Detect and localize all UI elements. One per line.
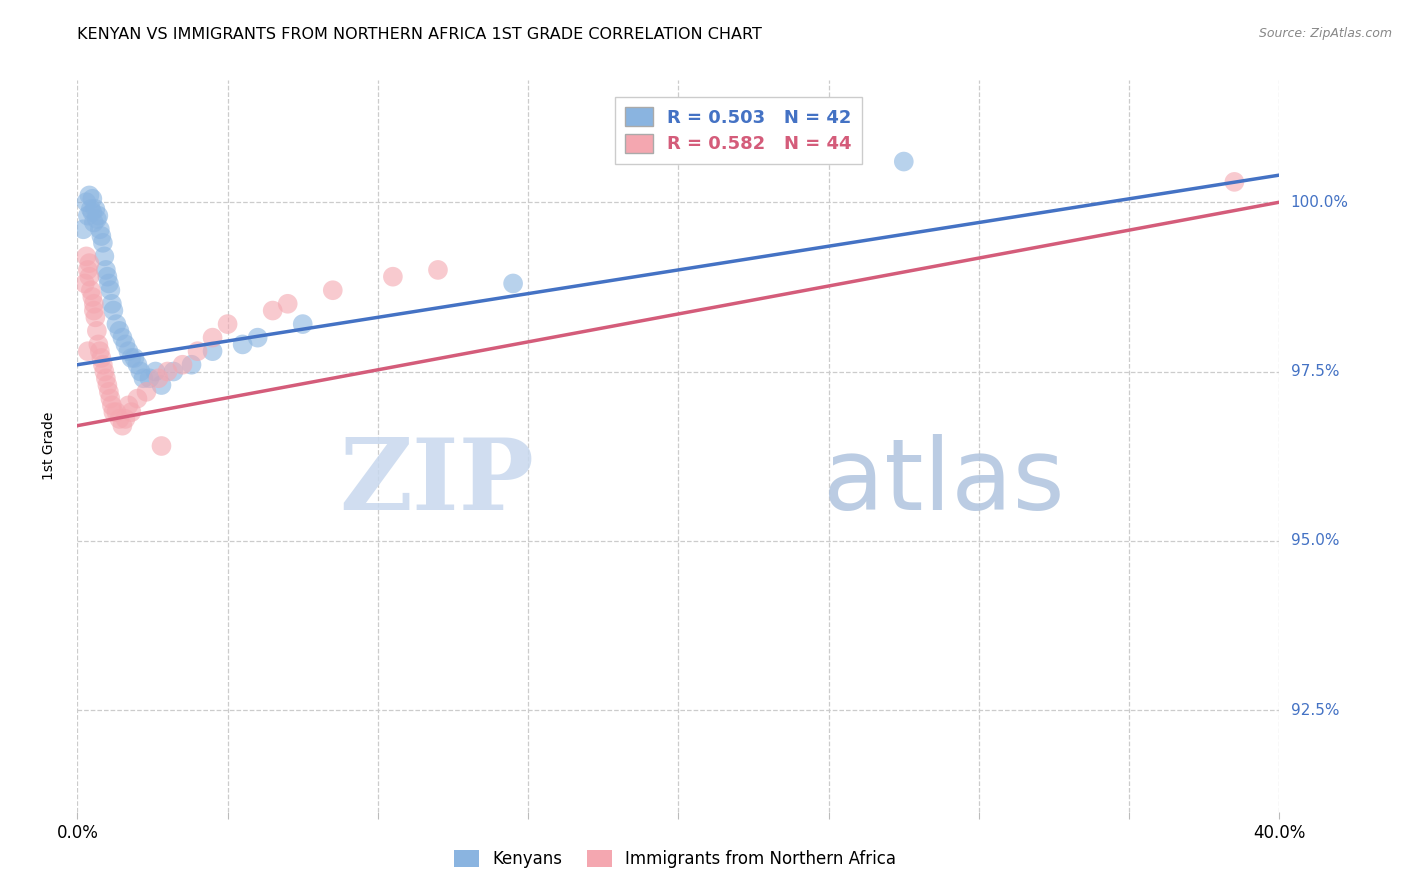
Point xyxy=(127,392,149,406)
Point xyxy=(1223,175,1246,189)
Point xyxy=(132,371,155,385)
Point xyxy=(76,263,98,277)
Text: 92.5%: 92.5% xyxy=(1291,703,1339,718)
Point xyxy=(186,344,209,359)
Text: KENYAN VS IMMIGRANTS FROM NORTHERN AFRICA 1ST GRADE CORRELATION CHART: KENYAN VS IMMIGRANTS FROM NORTHERN AFRIC… xyxy=(77,27,762,42)
Point xyxy=(84,202,107,216)
Point xyxy=(96,378,118,392)
Text: 100.0%: 100.0% xyxy=(1291,194,1348,210)
Point xyxy=(82,205,104,219)
Point xyxy=(97,277,120,291)
Point xyxy=(127,358,149,372)
Point xyxy=(75,195,97,210)
Point xyxy=(79,188,101,202)
Point xyxy=(156,364,179,378)
Point xyxy=(89,222,111,236)
Point xyxy=(291,317,314,331)
Y-axis label: 1st Grade: 1st Grade xyxy=(42,412,56,480)
Point xyxy=(124,351,146,365)
Point xyxy=(82,192,104,206)
Point xyxy=(72,222,94,236)
Point xyxy=(262,303,284,318)
Legend: R = 0.503   N = 42, R = 0.582   N = 44: R = 0.503 N = 42, R = 0.582 N = 44 xyxy=(614,96,862,164)
Point xyxy=(100,283,122,297)
Text: ZIP: ZIP xyxy=(339,434,534,531)
Point xyxy=(83,215,105,229)
Point xyxy=(86,324,108,338)
Point xyxy=(76,209,98,223)
Point xyxy=(893,154,915,169)
Point xyxy=(86,212,108,227)
Point xyxy=(87,209,110,223)
Point xyxy=(381,269,404,284)
Text: atlas: atlas xyxy=(823,434,1064,531)
Point xyxy=(180,358,202,372)
Point xyxy=(108,324,131,338)
Point xyxy=(76,344,98,359)
Point xyxy=(93,364,115,378)
Point xyxy=(94,371,117,385)
Point xyxy=(322,283,344,297)
Point xyxy=(80,283,103,297)
Point xyxy=(80,202,103,216)
Point xyxy=(232,337,254,351)
Point xyxy=(97,384,120,399)
Point xyxy=(93,249,115,263)
Point xyxy=(201,344,224,359)
Point xyxy=(150,439,173,453)
Point xyxy=(117,344,139,359)
Point xyxy=(120,351,142,365)
Point xyxy=(427,263,450,277)
Point xyxy=(90,351,112,365)
Point xyxy=(117,398,139,412)
Point xyxy=(138,371,160,385)
Point xyxy=(277,297,299,311)
Point xyxy=(75,249,97,263)
Point xyxy=(101,398,124,412)
Point xyxy=(73,277,96,291)
Point xyxy=(100,392,122,406)
Point xyxy=(79,269,101,284)
Point xyxy=(201,331,224,345)
Point xyxy=(114,412,136,426)
Text: 95.0%: 95.0% xyxy=(1291,533,1339,549)
Point xyxy=(94,263,117,277)
Point xyxy=(246,331,269,345)
Point xyxy=(105,405,128,419)
Point xyxy=(145,364,167,378)
Point xyxy=(162,364,184,378)
Point xyxy=(217,317,239,331)
Point xyxy=(114,337,136,351)
Legend: Kenyans, Immigrants from Northern Africa: Kenyans, Immigrants from Northern Africa xyxy=(447,843,903,875)
Point xyxy=(150,378,173,392)
Point xyxy=(83,303,105,318)
Point xyxy=(111,418,134,433)
Point xyxy=(89,344,111,359)
Text: 97.5%: 97.5% xyxy=(1291,364,1339,379)
Point xyxy=(82,290,104,304)
Point xyxy=(83,297,105,311)
Point xyxy=(108,412,131,426)
Point xyxy=(172,358,194,372)
Point xyxy=(90,229,112,244)
Point xyxy=(91,358,114,372)
Point xyxy=(502,277,524,291)
Point xyxy=(111,331,134,345)
Point xyxy=(96,269,118,284)
Point xyxy=(105,317,128,331)
Point xyxy=(103,405,125,419)
Point xyxy=(135,384,157,399)
Point xyxy=(120,405,142,419)
Point xyxy=(91,235,114,250)
Point xyxy=(103,303,125,318)
Text: Source: ZipAtlas.com: Source: ZipAtlas.com xyxy=(1258,27,1392,40)
Point xyxy=(87,337,110,351)
Point xyxy=(148,371,170,385)
Point xyxy=(79,256,101,270)
Point xyxy=(129,364,152,378)
Point xyxy=(84,310,107,325)
Point xyxy=(101,297,124,311)
